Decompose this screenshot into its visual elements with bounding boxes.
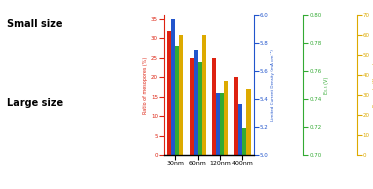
- Y-axis label: E₀.₅ (V): E₀.₅ (V): [324, 76, 329, 94]
- Bar: [238, 105, 242, 155]
- Bar: [189, 58, 194, 155]
- Bar: [198, 62, 202, 155]
- Bar: [247, 89, 251, 155]
- Bar: [212, 58, 216, 155]
- Bar: [179, 35, 184, 155]
- Text: Small size: Small size: [7, 19, 63, 29]
- Bar: [242, 128, 247, 155]
- Bar: [220, 93, 224, 155]
- Bar: [167, 31, 171, 155]
- Bar: [234, 77, 238, 155]
- Y-axis label: Limited Current Density (mA cm⁻²): Limited Current Density (mA cm⁻²): [272, 49, 275, 121]
- Bar: [175, 46, 179, 155]
- Text: Large size: Large size: [7, 98, 63, 108]
- Bar: [224, 81, 228, 155]
- Bar: [202, 35, 206, 155]
- Bar: [194, 50, 198, 155]
- Y-axis label: Ratio of mesopores (%): Ratio of mesopores (%): [143, 57, 148, 114]
- Bar: [216, 93, 220, 155]
- Bar: [171, 19, 175, 155]
